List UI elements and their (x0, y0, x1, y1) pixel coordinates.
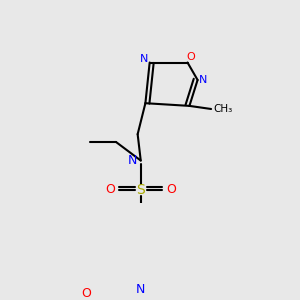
Text: N: N (136, 283, 146, 296)
Text: O: O (166, 184, 176, 196)
Text: S: S (136, 183, 145, 197)
Text: O: O (187, 52, 196, 62)
Text: O: O (82, 287, 92, 300)
Text: N: N (140, 54, 148, 64)
Text: N: N (128, 154, 137, 167)
Text: CH₃: CH₃ (213, 104, 232, 114)
Text: O: O (106, 184, 116, 196)
Text: N: N (199, 75, 207, 85)
